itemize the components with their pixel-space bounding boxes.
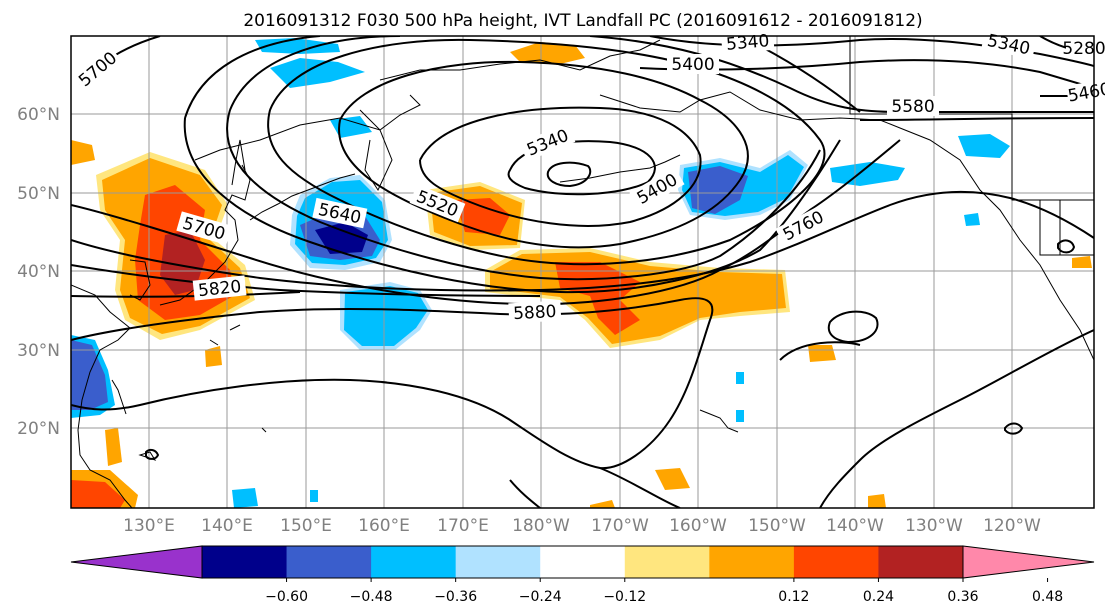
coast-kamchatka [359,109,393,192]
shade-neg-small-1 [232,488,258,508]
colorbar: −0.60 −0.48 −0.36 −0.24 −0.12 0.12 0.24 0.36 0.4… [70,545,1095,601]
lon-label-130e: 130°E [123,516,175,536]
colorbar-frame [201,545,964,579]
colorbar-segment [709,546,795,578]
lon-label-160e: 160°E [358,516,410,536]
coast-sakhalin [231,139,246,186]
shade-neg-small-4 [736,410,744,422]
colorbar-segment [286,546,372,578]
longitude-labels: 130°E 140°E 150°E 160°E 170°E 180°W 170°… [123,516,1041,536]
lon-label-120w: 120°W [983,516,1041,536]
coast-hawaii [699,409,739,433]
shade-pos-patch-5 [105,428,122,466]
contour-5400 [419,59,1094,227]
colorbar-tick-label: −0.36 [434,589,477,601]
ivt-shading [71,38,1092,508]
colorbar-segment [540,546,626,578]
coast-asia [71,284,133,508]
shade-pos-patch-4b [71,480,125,508]
lon-label-170w: 170°W [591,516,649,536]
contour-label-5880: 5880 [513,302,557,324]
colorbar-tick-label: −0.24 [519,589,562,601]
lon-label-180w: 180°W [512,516,570,536]
colorbar-segment [878,546,964,578]
contour-5880-c [779,329,1094,508]
shade-central-strong [455,198,510,235]
colorbar-tick-label: 0.24 [863,589,894,601]
shade-neg-patch-2 [255,38,340,54]
colorbar-tick-label: −0.48 [350,589,393,601]
figure-title: 2016091312 F030 500 hPa height, IVT Land… [243,11,922,31]
shade-neg-extreme [315,222,368,254]
colorbar-tick-label: 0.48 [1032,589,1063,601]
lon-label-140e: 140°E [201,516,253,536]
contour-label-5580: 5580 [891,97,934,117]
shade-pos-left-edge [71,140,95,165]
contour-small-4 [145,448,160,460]
shade-gulf-patch-2 [830,162,905,186]
latitude-labels: 60°N 50°N 40°N 30°N 20°N [17,105,60,439]
coast-canada-border-1 [849,36,1094,201]
coast-japan-islands [209,324,241,346]
shade-gulf-strong [688,166,748,214]
shade-pos-patch-3 [655,468,690,490]
colorbar-segment [371,546,457,578]
lat-label-50n: 50°N [17,184,60,204]
coast-aleutians [559,154,681,183]
contour-label-5400-north: 5400 [671,55,714,75]
shade-pos-patch-2 [808,345,836,362]
colorbar-segment [455,546,541,578]
coast-korea [129,259,151,301]
coast-kurils [249,173,356,221]
contour-small-3 [1004,422,1024,435]
lon-label-150e: 150°E [280,516,332,536]
contour-5520 [267,38,1094,266]
shade-neg-small-2 [310,490,318,502]
contour-small-1 [827,310,879,344]
lon-label-170e: 170°E [437,516,489,536]
colorbar-tick-label: 0.36 [947,589,978,601]
shade-band-strong [555,262,640,335]
contour-label-5820: 5820 [197,277,242,301]
coast-us-states [1039,200,1094,256]
colorbar-tick-label: −0.60 [265,589,308,601]
lat-label-60n: 60°N [17,105,60,125]
colorbar-tick-label: −0.12 [603,589,646,601]
contour-5340-inner [546,161,592,188]
map-frame [70,35,1095,509]
contour-small-2 [1057,239,1076,254]
contour-5580 [226,36,1094,281]
contour-5820 [71,264,541,298]
colorbar-extend-high [962,545,1095,579]
shade-pos-patch-1 [510,42,585,64]
lat-label-40n: 40°N [17,262,60,282]
colorbar-extend-low [70,545,203,579]
colorbar-segment [202,546,288,578]
lon-label-130w: 130°W [905,516,963,536]
contour-5760 [71,190,1094,292]
shade-neg-small-3 [736,372,744,384]
map-panel: 5700 5340 5400 5340 5460 5340 [70,28,1105,509]
contour-label-5280-edge: 5280 [1062,39,1105,59]
shade-pos-patch-8 [205,346,222,367]
shade-gulf-patch-4 [964,213,980,226]
contour-5880-b [509,467,681,508]
colorbar-tick-label: 0.12 [778,589,809,601]
lon-label-150w: 150°W [748,516,806,536]
colorbar-segment [624,546,710,578]
shade-pos-patch-9 [1072,256,1092,268]
shade-pos-patch-6 [590,500,615,508]
lon-label-160w: 160°W [669,516,727,536]
contour-label-5340-north: 5340 [725,31,770,55]
shade-gulf-patch-3 [958,134,1010,158]
colorbar-segment [793,546,879,578]
lon-label-140w: 140°W [826,516,884,536]
lat-label-20n: 20°N [17,419,60,439]
shade-pos-patch-7 [868,494,886,508]
lat-label-30n: 30°N [17,341,60,361]
contour-5880 [71,297,714,470]
shade-neg-patch-1b [344,286,428,346]
